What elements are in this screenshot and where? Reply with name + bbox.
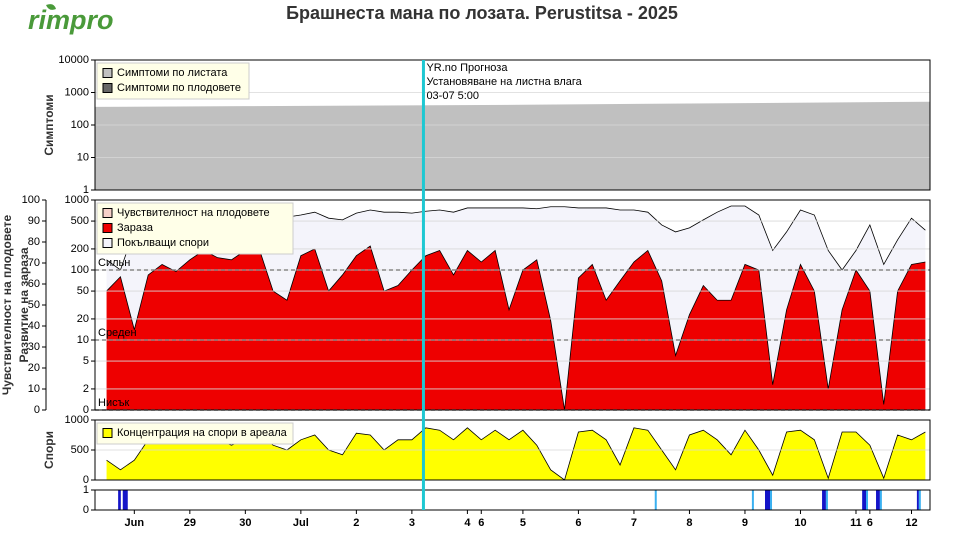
panel-border <box>94 199 931 411</box>
x-tick-label: 5 <box>520 517 526 529</box>
annotation: 03-07 5:00 <box>426 90 479 102</box>
x-tick-label: 2 <box>353 517 359 529</box>
y-axis-title: Симптоми <box>42 94 56 155</box>
panel-background <box>95 490 930 510</box>
y-tick-label: 500 <box>71 444 89 456</box>
y-tick-label: 1000 <box>65 194 89 206</box>
y-tick-label: 5 <box>83 355 89 367</box>
series-area <box>106 246 926 410</box>
panel-border <box>94 59 931 191</box>
y-tick-label: 1000 <box>65 414 89 426</box>
y-tick-label: 200 <box>71 243 89 255</box>
y-tick-label: 1 <box>83 484 89 496</box>
y2-tick-label: 0 <box>34 404 40 416</box>
bar <box>876 490 880 510</box>
level-label: Сильн <box>98 257 130 269</box>
y-tick-label: 0 <box>83 474 89 486</box>
y2-tick-label: 40 <box>28 320 40 332</box>
y2-tick-label: 20 <box>28 362 40 374</box>
y2-axis-title: Чувствителност на плодовете <box>0 215 14 396</box>
bar <box>918 490 921 510</box>
legend-swatch <box>102 68 113 78</box>
bar <box>751 490 754 510</box>
legend-swatch <box>102 223 113 233</box>
y2-tick-label: 60 <box>28 278 40 290</box>
x-tick-label: 3 <box>409 517 415 529</box>
x-tick-label: 8 <box>686 517 692 529</box>
legend-swatch <box>102 208 113 218</box>
bar <box>879 490 882 510</box>
legend-swatch <box>102 238 113 248</box>
y-tick-label: 0 <box>83 404 89 416</box>
chart-title: Брашнеста мана по лозата. Perustitsa - 2… <box>286 3 678 23</box>
y-tick-label: 1000 <box>65 86 89 98</box>
legend-swatch <box>102 83 113 93</box>
y-tick-label: 1 <box>83 184 89 196</box>
legend-label: Покълващи спори <box>117 237 209 249</box>
annotation: Установяване на листна влага <box>426 76 582 88</box>
y-axis-title: Развитие на зараза <box>17 247 31 362</box>
x-tick-label: 29 <box>184 517 196 529</box>
legend-label: Симптоми по листата <box>117 67 228 79</box>
y-tick-label: 10 <box>77 334 89 346</box>
bar <box>118 490 121 510</box>
brand-logo: rimpro <box>28 5 114 35</box>
x-tick-label: 6 <box>575 517 581 529</box>
y-tick-label: 10 <box>77 151 89 163</box>
bar <box>822 490 826 510</box>
x-tick-label: 10 <box>794 517 806 529</box>
y-tick-label: 50 <box>77 285 89 297</box>
x-tick-label: 9 <box>742 517 748 529</box>
y2-tick-label: 30 <box>28 341 40 353</box>
bar <box>770 490 773 510</box>
y2-tick-label: 70 <box>28 257 40 269</box>
y-tick-label: 2 <box>83 383 89 395</box>
series-area <box>106 427 926 480</box>
x-tick-label: 6 <box>867 517 873 529</box>
x-tick-label: 11 <box>850 517 862 529</box>
y2-tick-label: 50 <box>28 299 40 311</box>
bar <box>825 490 828 510</box>
legend-label: Концентрация на спори в ареала <box>117 427 288 439</box>
legend-label: Зараза <box>117 222 154 234</box>
x-tick-label: 6 <box>478 517 484 529</box>
legend-box <box>96 202 294 255</box>
x-tick-label: 12 <box>905 517 917 529</box>
x-tick-label: 4 <box>464 517 471 529</box>
x-tick-label: Jul <box>293 517 309 529</box>
y-axis-title: Спори <box>42 431 56 469</box>
y-tick-label: 100 <box>71 264 89 276</box>
panel-border <box>94 419 931 481</box>
panel-border <box>94 489 931 511</box>
y-tick-label: 10000 <box>58 54 89 66</box>
logo-leaf <box>46 4 56 10</box>
bar <box>654 490 657 510</box>
y2-tick-label: 100 <box>22 194 40 206</box>
bar <box>862 490 867 510</box>
legend-label: Чувствителност на плодовете <box>117 207 270 219</box>
level-label: Нисък <box>98 397 129 409</box>
y2-tick-label: 90 <box>28 215 40 227</box>
y-tick-label: 500 <box>71 215 89 227</box>
bar <box>866 490 869 510</box>
y2-tick-label: 80 <box>28 236 40 248</box>
y-tick-label: 100 <box>71 119 89 131</box>
bar <box>122 490 128 510</box>
legend-label: Симптоми по плодовете <box>117 82 241 94</box>
y-tick-label: 20 <box>77 313 89 325</box>
x-tick-label: Jun <box>125 517 145 529</box>
bar <box>765 490 771 510</box>
level-label: Среден <box>98 327 137 339</box>
legend-box <box>96 62 250 100</box>
x-tick-label: 30 <box>239 517 251 529</box>
y2-tick-label: 10 <box>28 383 40 395</box>
series-area <box>95 101 930 190</box>
legend-box <box>96 422 294 445</box>
bar <box>916 490 919 510</box>
annotation: YR.no Прогноза <box>426 62 508 74</box>
legend-swatch <box>102 428 113 438</box>
x-tick-label: 7 <box>631 517 637 529</box>
y-tick-label: 0 <box>83 504 89 516</box>
